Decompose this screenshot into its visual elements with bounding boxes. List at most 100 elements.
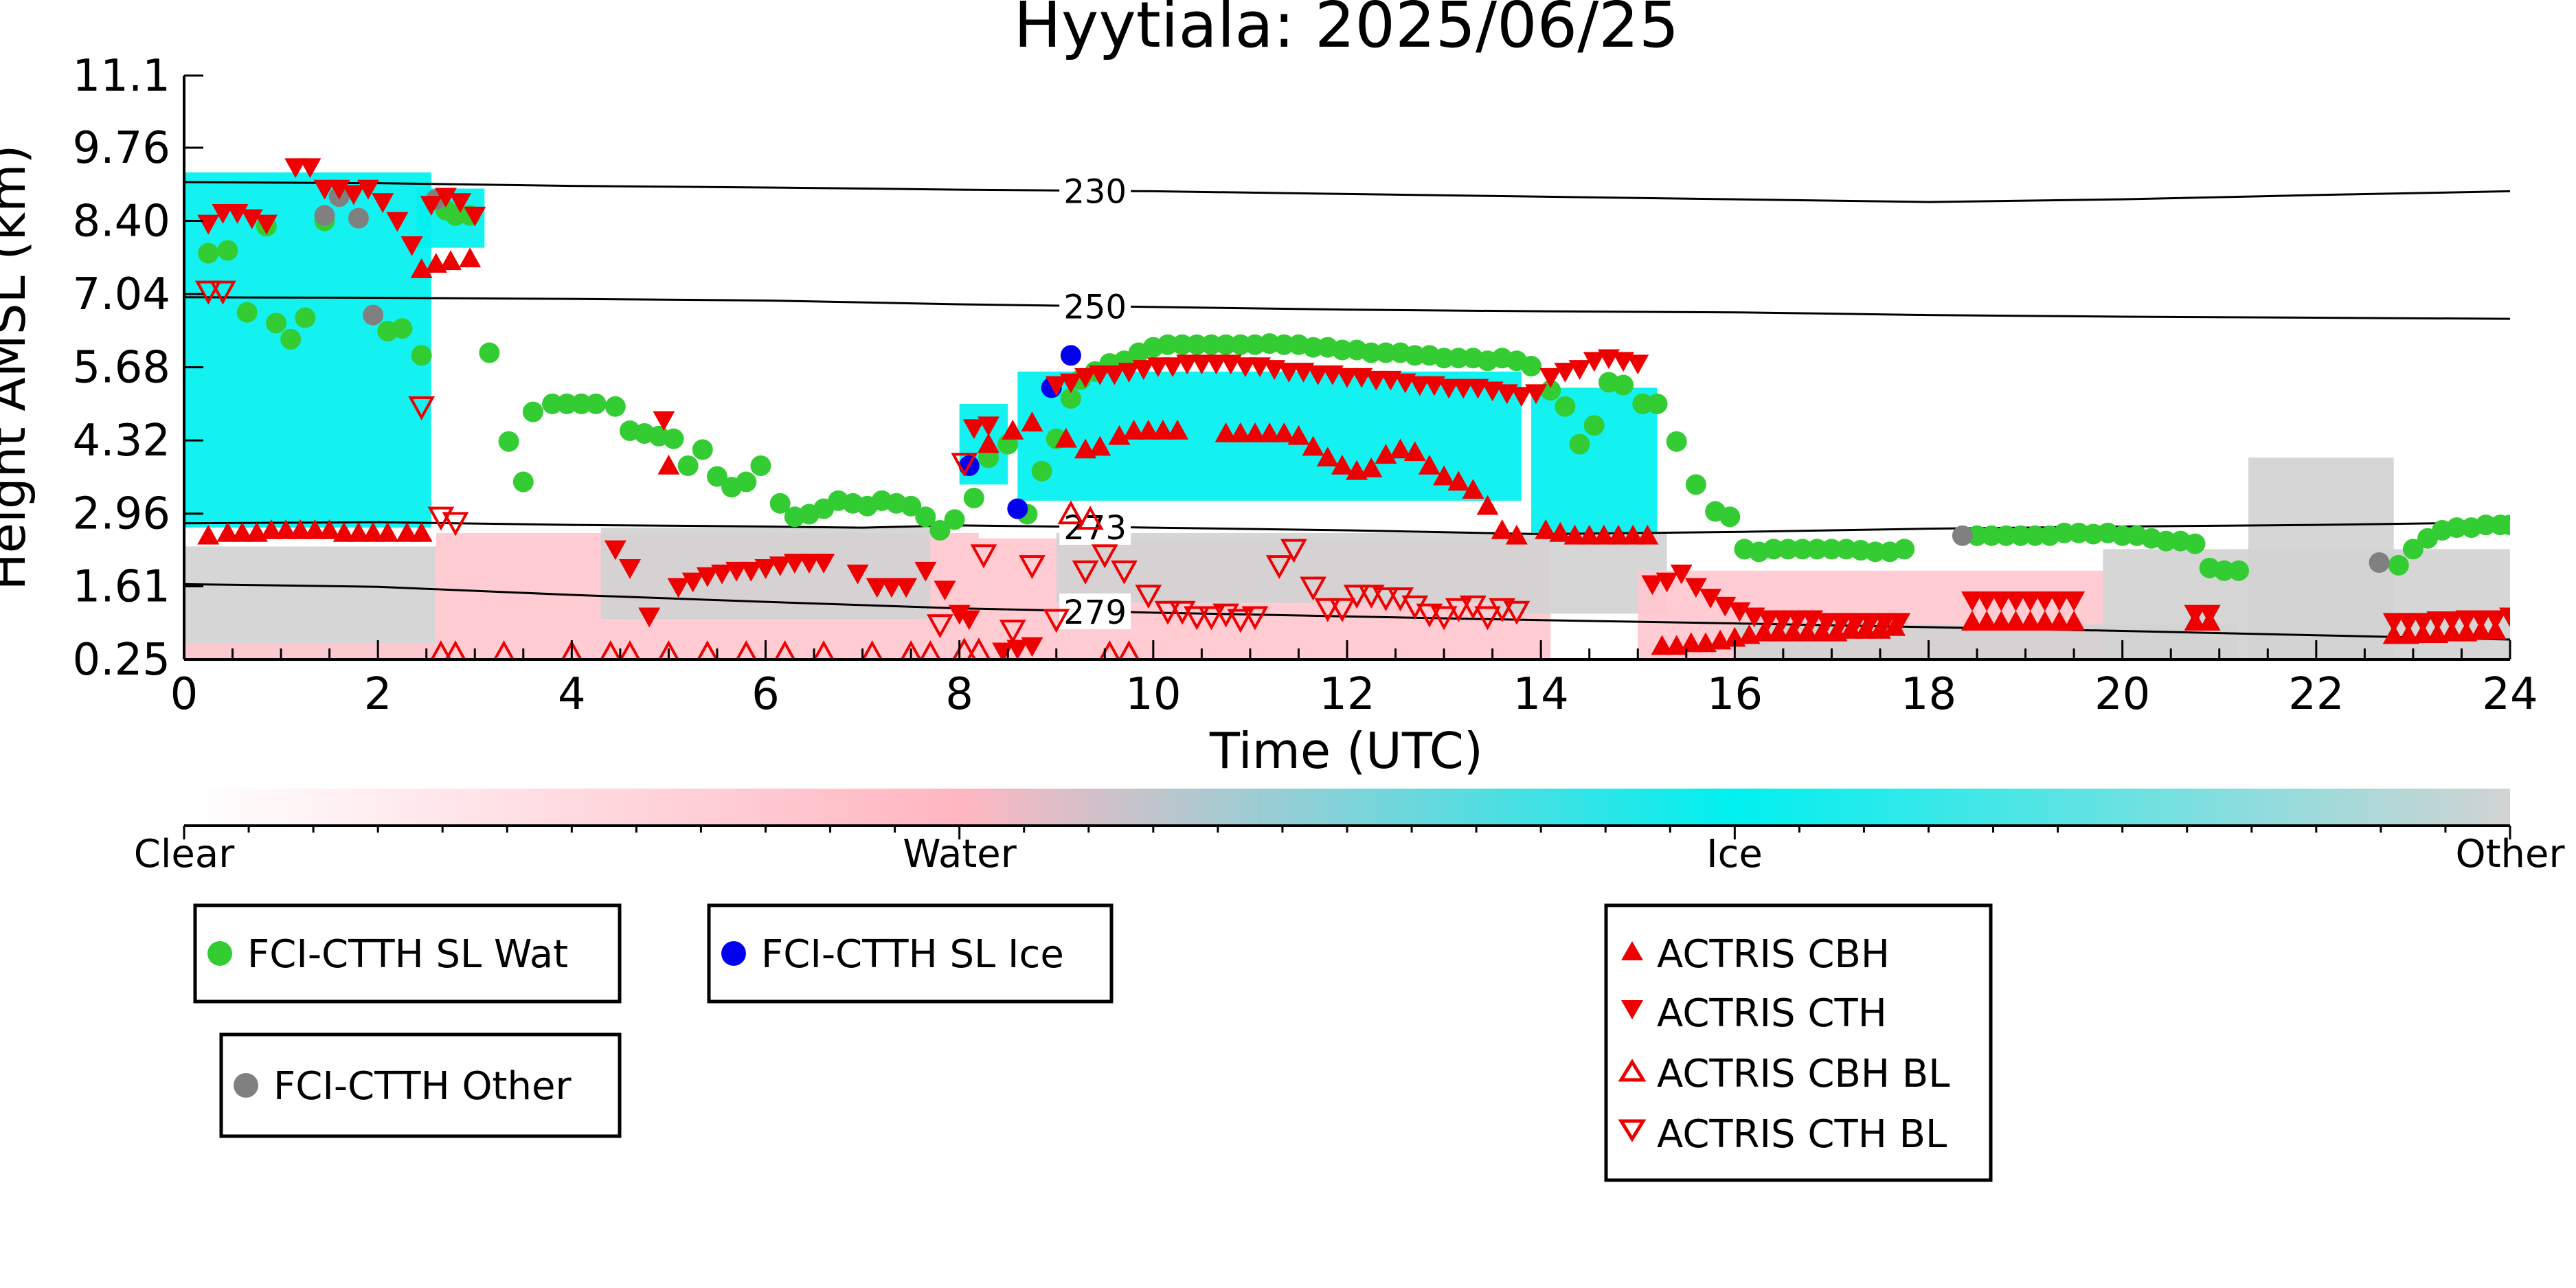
point-fci-ctth-sl-wat	[198, 242, 219, 264]
legend-marker-wat	[207, 941, 232, 966]
point-actris-cth	[1844, 613, 1867, 633]
point-actris-cbh	[2048, 611, 2070, 631]
point-actris-cbh-bl	[619, 640, 641, 659]
point-fci-ctth-other	[314, 205, 335, 226]
point-actris-cth	[2484, 610, 2507, 631]
point-actris-cbh	[1214, 422, 1237, 442]
point-actris-cbh	[396, 521, 418, 542]
point-actris-cbh	[1108, 425, 1131, 445]
x-tick-label: 0	[170, 669, 199, 720]
point-actris-cbh-bl	[967, 637, 991, 659]
point-actris-cth	[1278, 363, 1300, 383]
point-fci-ctth-sl-wat	[1777, 539, 1798, 560]
point-actris-cbh	[362, 521, 385, 542]
point-actris-cbh	[318, 519, 341, 539]
point-fci-ctth-sl-wat	[498, 431, 519, 452]
point-actris-cth	[948, 605, 971, 625]
point-actris-cbh	[1229, 422, 1252, 442]
point-fci-ctth-sl-wat	[605, 396, 626, 417]
point-actris-cth	[914, 561, 937, 582]
point-actris-cbh	[1767, 621, 1789, 642]
point-fci-ctth-sl-wat	[929, 519, 951, 541]
colorbar-label-other: Other	[2455, 832, 2565, 877]
point-actris-cth	[769, 556, 791, 576]
point-fci-ctth-sl-wat	[295, 307, 316, 328]
point-fci-ctth-sl-wat	[1685, 474, 1706, 495]
point-fci-ctth-sl-wat	[663, 428, 684, 449]
point-actris-cth	[2184, 605, 2206, 625]
point-fci-ctth-sl-wat	[392, 318, 413, 339]
legend-label-wat: FCI-CTTH SL Wat	[247, 932, 568, 977]
point-fci-ctth-sl-wat	[750, 455, 771, 476]
point-fci-ctth-sl-wat	[2446, 517, 2467, 539]
point-actris-cth	[357, 179, 380, 200]
point-actris-cth	[1641, 575, 1664, 596]
point-fci-ctth-other	[2369, 552, 2390, 573]
point-actris-cth	[1074, 368, 1097, 388]
x-ticks: 0 2 4 6 8 10 12 14 16 18 20 22 24	[170, 640, 2538, 720]
point-actris-cbh	[1389, 438, 1412, 459]
point-actris-cth-bl	[1072, 560, 1099, 585]
point-actris-cth	[1132, 360, 1155, 380]
point-actris-cth	[653, 411, 675, 431]
y-axis-label: Height AMSL (km)	[0, 145, 36, 591]
point-actris-cbh	[2019, 611, 2042, 631]
point-actris-cbh	[1151, 420, 1174, 440]
point-actris-cth-bl	[1314, 598, 1342, 622]
point-actris-cth-bl	[1043, 609, 1070, 633]
point-actris-cbh	[1651, 635, 1673, 655]
point-actris-cth	[1568, 360, 1591, 380]
point-actris-cbh	[410, 258, 433, 278]
point-actris-cth-bl	[1357, 585, 1385, 609]
point-actris-cth-bl	[927, 614, 953, 639]
point-actris-cth-bl	[194, 280, 222, 305]
point-actris-cth	[1859, 613, 1882, 633]
point-actris-cbh	[1840, 618, 1862, 639]
point-actris-cth	[1176, 354, 1199, 375]
point-actris-cth	[212, 203, 234, 224]
point-actris-cth	[1525, 384, 1548, 405]
point-actris-cth-bl	[1445, 598, 1472, 622]
point-actris-cth-bl	[1265, 555, 1293, 580]
legend-label-cbh-bl: ACTRIS CBH BL	[1657, 1052, 1950, 1096]
legend-marker-ice	[721, 941, 746, 966]
y-tick-label: 0.25	[73, 635, 171, 686]
colorbar-label-clear: Clear	[134, 832, 235, 877]
point-actris-cbh-bl	[493, 640, 515, 659]
colorbar: Clear Water Ice Other	[134, 789, 2565, 877]
point-actris-cth	[2048, 591, 2070, 611]
point-fci-ctth-sl-wat	[2184, 533, 2206, 554]
legend-label-cth-bl: ACTRIS CTH BL	[1657, 1112, 1947, 1157]
point-actris-cbh	[2382, 624, 2405, 644]
colorbar-ticks	[183, 826, 2511, 839]
point-actris-cth	[1006, 640, 1029, 659]
x-tick-label: 12	[1319, 669, 1375, 720]
point-fci-ctth-sl-wat	[266, 313, 287, 334]
point-actris-cbh	[347, 521, 370, 542]
point-actris-cth	[386, 212, 409, 232]
point-actris-cth	[977, 416, 999, 437]
point-actris-cbh	[977, 433, 999, 453]
point-actris-cbh	[1811, 621, 1833, 642]
point-actris-cth	[449, 193, 472, 214]
point-actris-cbh	[1622, 524, 1645, 545]
point-actris-cth	[434, 188, 457, 208]
point-fci-ctth-sl-wat	[2054, 522, 2075, 543]
point-actris-cth	[255, 214, 278, 235]
point-actris-cbh	[1549, 521, 1572, 542]
point-actris-cth	[2198, 605, 2221, 625]
point-fci-ctth-sl-wat	[2010, 525, 2031, 546]
point-actris-cth	[1190, 354, 1213, 375]
point-fci-ctth-sl-wat	[1613, 374, 1634, 396]
point-actris-cth	[1452, 379, 1475, 399]
point-actris-cbh	[1433, 465, 1456, 486]
point-actris-cth	[783, 554, 806, 574]
point-fci-ctth-sl-wat	[1375, 342, 1397, 363]
legend-marker-cbh-bl	[1618, 1059, 1647, 1082]
point-actris-cth	[1089, 365, 1111, 385]
point-actris-cth	[934, 580, 956, 601]
point-actris-cth-bl	[1280, 539, 1307, 563]
point-actris-cth	[895, 578, 918, 598]
point-actris-cbh-bl	[1076, 506, 1104, 530]
point-fci-ctth-sl-wat	[1302, 337, 1324, 358]
